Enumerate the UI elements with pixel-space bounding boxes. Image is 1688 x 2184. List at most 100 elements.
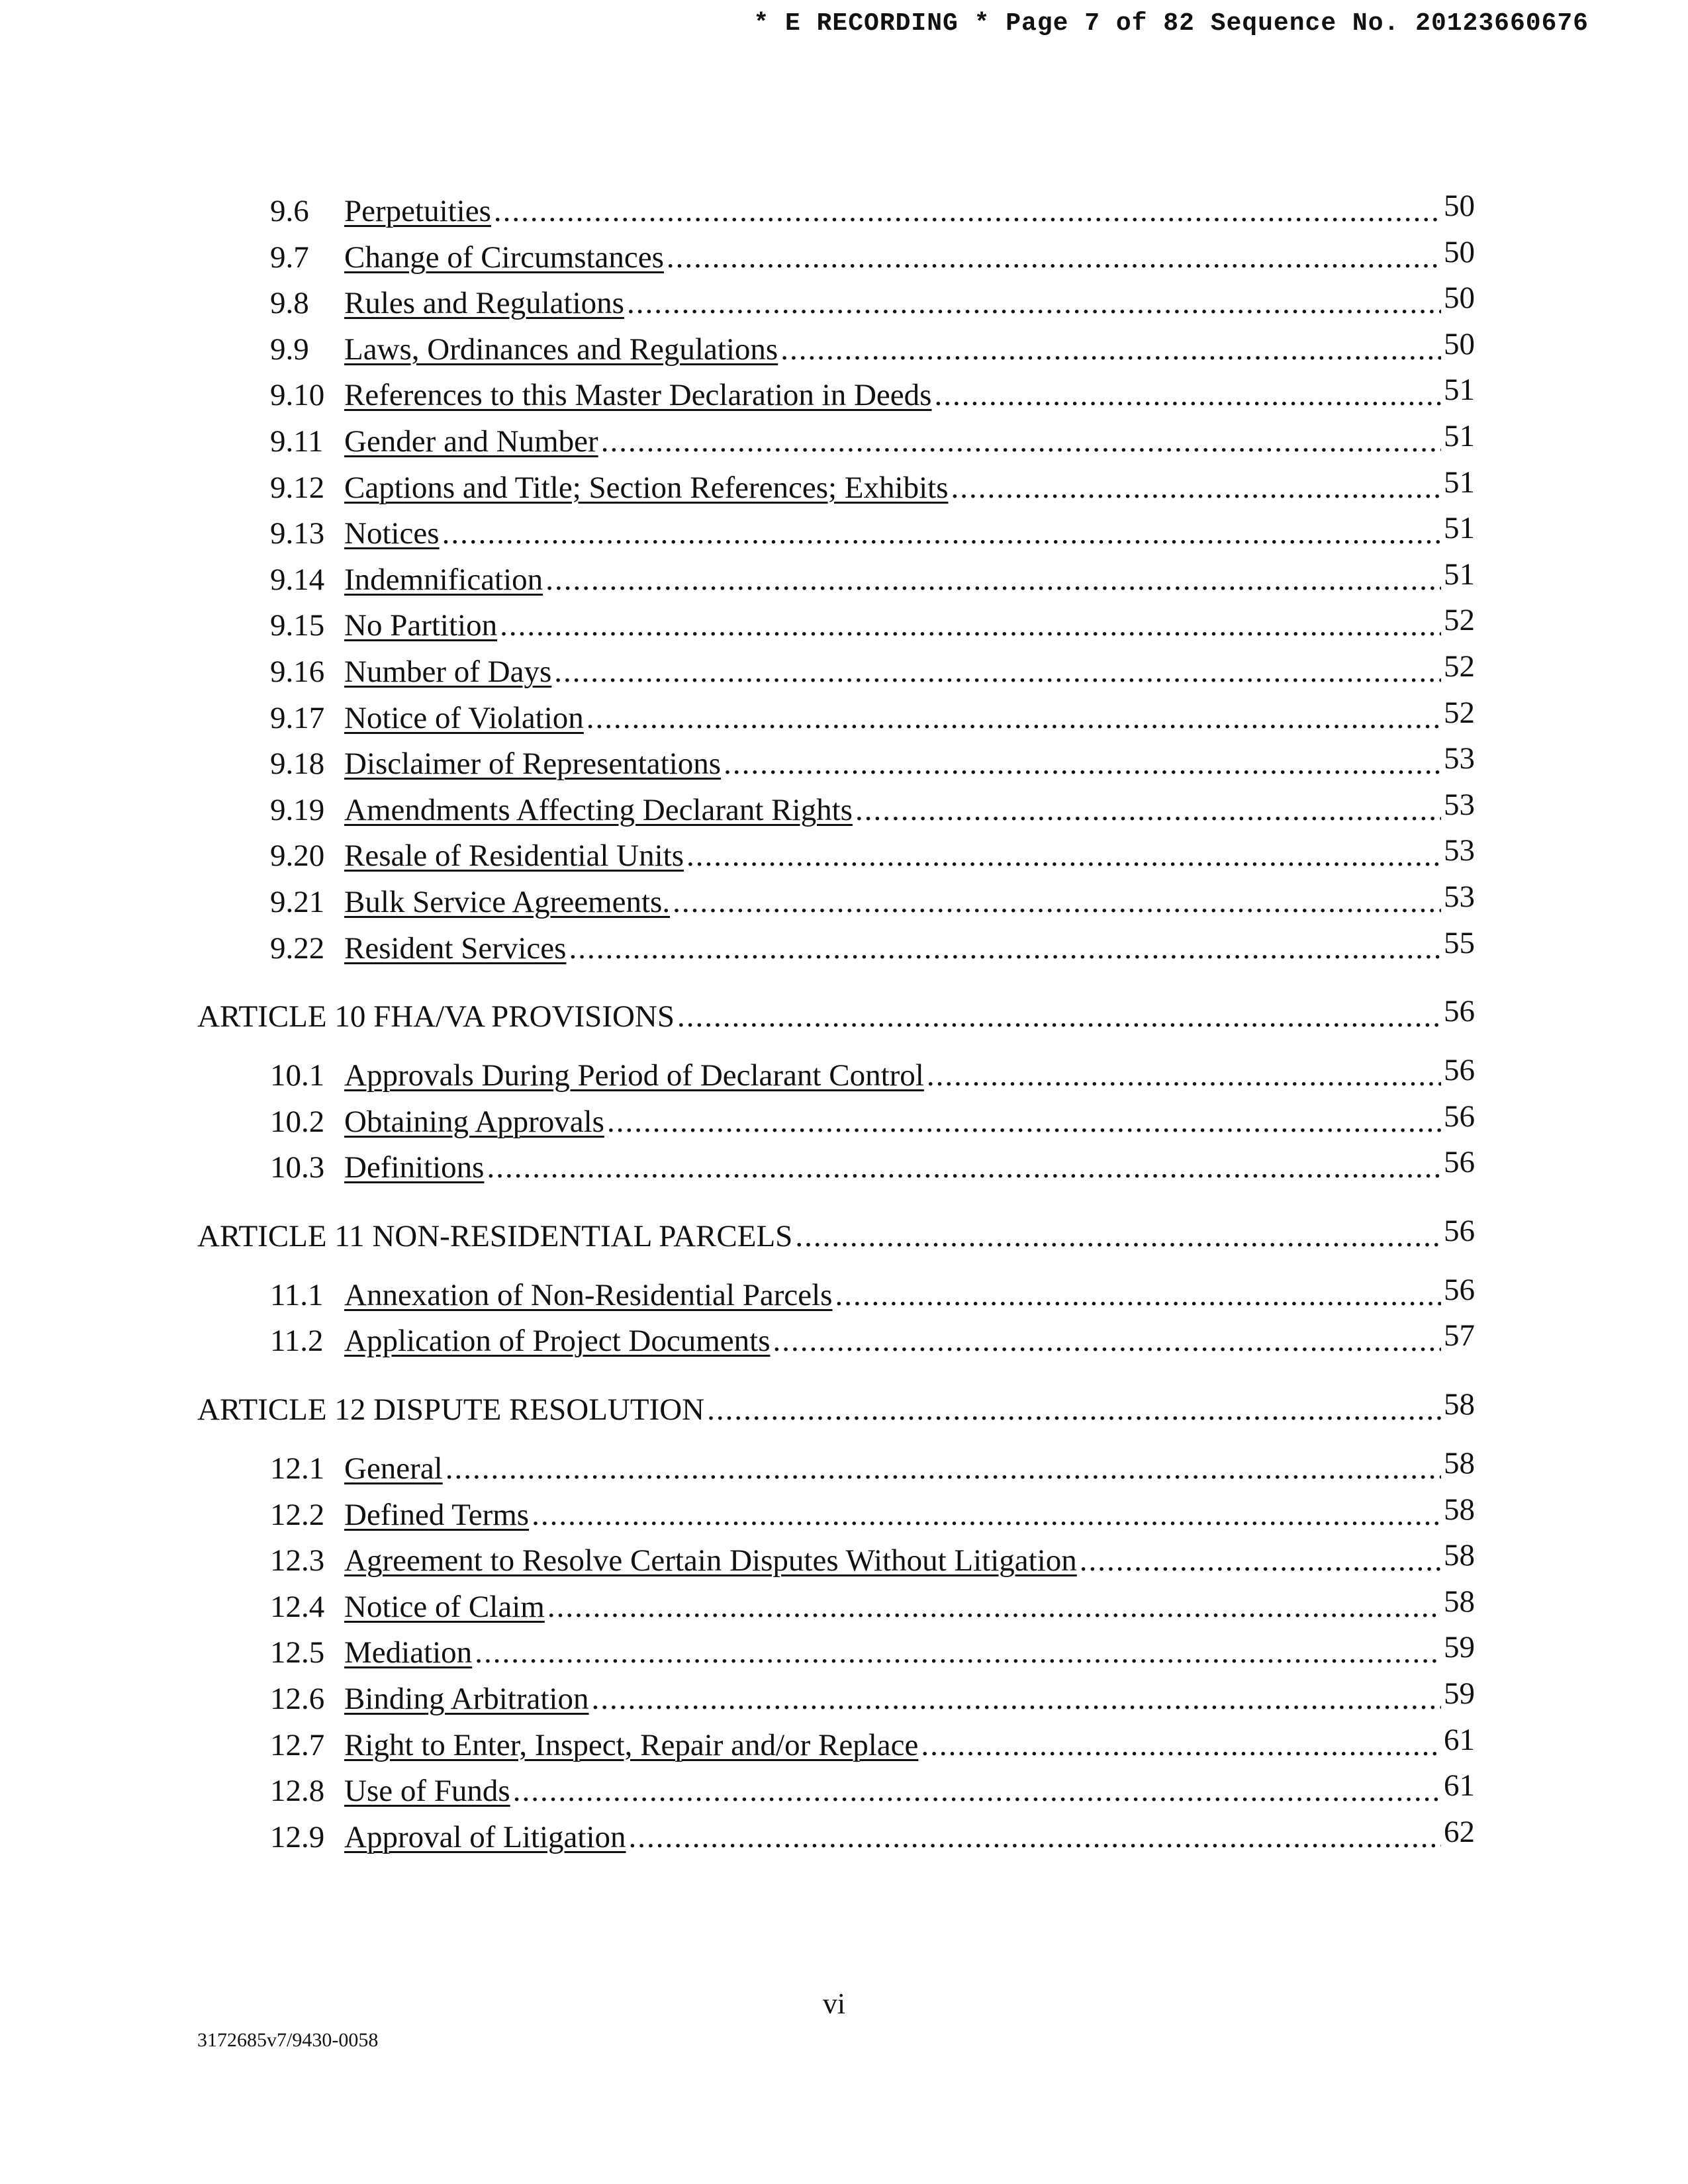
section-title[interactable]: Amendments Affecting Declarant Rights — [344, 792, 853, 827]
toc-section-entry[interactable]: 12.7 Right to Enter, Inspect, Repair and/… — [197, 1723, 1475, 1774]
toc-section-entry[interactable]: 9.14 Indemnification 51 — [197, 557, 1475, 608]
section-title[interactable]: Binding Arbitration — [344, 1682, 589, 1717]
section-title[interactable]: Resale of Residential Units — [344, 839, 684, 874]
section-title[interactable]: Notice of Claim — [344, 1589, 545, 1624]
dot-leader — [500, 608, 1441, 643]
section-title[interactable]: Right to Enter, Inspect, Repair and/or R… — [344, 1727, 919, 1762]
document-id: 3172685v7/9430-0058 — [197, 2029, 379, 2051]
section-title[interactable]: Indemnification — [344, 562, 543, 597]
section-title[interactable]: Approvals During Period of Declarant Con… — [344, 1058, 924, 1093]
section-number: 12.5 — [270, 1635, 325, 1670]
article-title[interactable]: ARTICLE 11 NON-RESIDENTIAL PARCELS — [197, 1218, 793, 1253]
toc-section-entry[interactable]: 9.19 Amendments Affecting Declarant Right… — [197, 788, 1475, 839]
toc-section-entry[interactable]: 12.5 Mediation 59 — [197, 1630, 1475, 1681]
section-number: 9.7 — [270, 240, 309, 275]
section-title[interactable]: Rules and Regulations — [344, 286, 624, 321]
article-title[interactable]: ARTICLE 12 DISPUTE RESOLUTION — [197, 1392, 705, 1428]
section-title[interactable]: Disclaimer of Representations — [344, 747, 722, 782]
dot-leader — [951, 470, 1441, 506]
dot-leader — [1080, 1543, 1441, 1578]
toc-section-entry[interactable]: 12.2 Defined Terms 58 — [197, 1492, 1475, 1543]
toc-section-entry[interactable]: 11.1 Annexation of Non-Residential Parcel… — [197, 1273, 1475, 1324]
toc-section-entry[interactable]: 9.20 Resale of Residential Units 53 — [197, 833, 1475, 884]
page-ref: 50 — [1444, 189, 1475, 223]
toc-section-entry[interactable]: 10.1 Approvals During Period of Declarant… — [197, 1053, 1475, 1104]
section-title[interactable]: Laws, Ordinances and Regulations — [344, 332, 778, 367]
toc-section-entry[interactable]: 12.3 Agreement to Resolve Certain Dispute… — [197, 1538, 1475, 1589]
toc-section-entry[interactable]: 10.2 Obtaining Approvals 56 — [197, 1099, 1475, 1150]
section-number: 9.13 — [270, 516, 325, 551]
section-title[interactable]: Defined Terms — [344, 1497, 530, 1532]
dot-leader — [545, 562, 1441, 598]
toc-article-entry[interactable]: ARTICLE 10 FHA/VA PROVISIONS 56 — [197, 994, 1475, 1051]
section-title[interactable]: Definitions — [344, 1150, 485, 1185]
section-number: 9.12 — [270, 470, 325, 505]
toc-section-entry[interactable]: 9.18 Disclaimer of Representations 53 — [197, 741, 1475, 792]
section-title[interactable]: Resident Services — [344, 931, 567, 966]
toc-section-entry[interactable]: 9.22 Resident Services 55 — [197, 926, 1475, 977]
toc-section-entry[interactable]: 12.4 Notice of Claim 58 — [197, 1584, 1475, 1635]
toc-article-entry[interactable]: ARTICLE 11 NON-RESIDENTIAL PARCELS 56 — [197, 1214, 1475, 1271]
section-title[interactable]: Obtaining Approvals — [344, 1104, 604, 1139]
page-number: vi — [822, 1987, 846, 2020]
section-number: 10.2 — [270, 1104, 325, 1139]
section-title[interactable]: Agreement to Resolve Certain Disputes Wi… — [344, 1543, 1077, 1578]
section-number: 9.11 — [270, 424, 324, 459]
toc-section-entry[interactable]: 9.15 No Partition 52 — [197, 603, 1475, 654]
section-title[interactable]: Application of Project Documents — [344, 1324, 771, 1359]
toc-section-entry[interactable]: 12.1 General 58 — [197, 1446, 1475, 1497]
section-number: 11.1 — [270, 1277, 324, 1312]
section-number: 9.18 — [270, 747, 325, 782]
toc-section-entry[interactable]: 9.9 Laws, Ordinances and Regulations 50 — [197, 327, 1475, 378]
toc-section-entry[interactable]: 9.21 Bulk Service Agreements. 53 — [197, 880, 1475, 931]
toc-section-entry[interactable]: 9.8 Rules and Regulations 50 — [197, 281, 1475, 332]
toc-section-entry[interactable]: 9.16 Number of Days 52 — [197, 649, 1475, 700]
section-title[interactable]: Change of Circumstances — [344, 240, 664, 275]
toc-section-entry[interactable]: 10.3 Definitions 56 — [197, 1145, 1475, 1196]
dot-leader — [707, 1392, 1441, 1428]
section-number: 9.22 — [270, 931, 325, 966]
toc-section-entry[interactable]: 9.17 Notice of Violation 52 — [197, 696, 1475, 747]
section-title[interactable]: Mediation — [344, 1635, 473, 1670]
article-title[interactable]: ARTICLE 10 FHA/VA PROVISIONS — [197, 999, 675, 1034]
section-title[interactable]: Notice of Violation — [344, 700, 584, 735]
dot-leader — [607, 1104, 1441, 1140]
toc-section-entry[interactable]: 12.6 Binding Arbitration 59 — [197, 1676, 1475, 1727]
toc-section-entry[interactable]: 9.7 Change of Circumstances 50 — [197, 235, 1475, 286]
section-number: 12.9 — [270, 1819, 325, 1854]
section-title[interactable]: Bulk Service Agreements. — [344, 884, 671, 919]
toc-section-entry[interactable]: 12.8 Use of Funds 61 — [197, 1768, 1475, 1819]
section-title[interactable]: Captions and Title; Section References; … — [344, 470, 949, 505]
page-ref: 51 — [1444, 418, 1475, 453]
section-title[interactable]: Gender and Number — [344, 424, 598, 459]
page-ref: 56 — [1444, 994, 1475, 1029]
toc-section-entry[interactable]: 9.12 Captions and Title; Section Referenc… — [197, 465, 1475, 516]
dot-leader — [835, 1277, 1441, 1313]
dot-leader — [494, 193, 1441, 229]
section-title[interactable]: Approval of Litigation — [344, 1819, 626, 1854]
page-ref: 56 — [1444, 1213, 1475, 1248]
section-number: 9.17 — [270, 700, 325, 735]
section-title[interactable]: Perpetuities — [344, 194, 491, 228]
section-title[interactable]: Annexation of Non-Residential Parcels — [344, 1277, 833, 1312]
section-title[interactable]: Notices — [344, 516, 440, 551]
section-title[interactable]: Use of Funds — [344, 1774, 510, 1809]
toc-section-entry[interactable]: 9.10 References to this Master Declaratio… — [197, 373, 1475, 424]
section-title[interactable]: References to this Master Declaration in… — [344, 378, 932, 413]
dot-leader — [586, 700, 1441, 736]
table-of-contents: 9.6 Perpetuities 50 9.7 Change of Circumstan… — [197, 189, 1475, 1866]
section-title[interactable]: General — [344, 1451, 443, 1486]
section-number: 9.20 — [270, 839, 325, 874]
page-ref: 52 — [1444, 695, 1475, 730]
section-title[interactable]: No Partition — [344, 608, 498, 643]
page-ref: 56 — [1444, 1145, 1475, 1180]
toc-section-entry[interactable]: 9.13 Notices 51 — [197, 511, 1475, 562]
toc-article-entry[interactable]: ARTICLE 12 DISPUTE RESOLUTION 58 — [197, 1387, 1475, 1444]
dot-leader — [773, 1323, 1442, 1359]
toc-section-entry[interactable]: 9.6 Perpetuities 50 — [197, 189, 1475, 240]
page-ref: 55 — [1444, 925, 1475, 960]
section-title[interactable]: Number of Days — [344, 654, 552, 689]
toc-section-entry[interactable]: 9.11 Gender and Number 51 — [197, 419, 1475, 470]
toc-section-entry[interactable]: 12.9 Approval of Litigation 62 — [197, 1815, 1475, 1866]
toc-section-entry[interactable]: 11.2 Application of Project Documents 57 — [197, 1318, 1475, 1369]
